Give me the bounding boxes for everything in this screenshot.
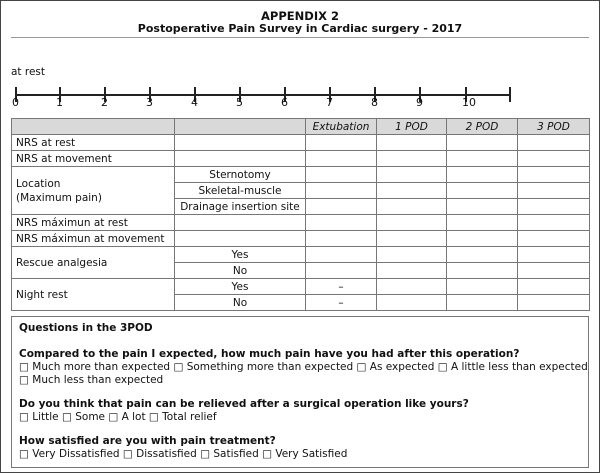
question-1: Compared to the pain I expected, how muc… [19,348,520,360]
table-row: Night rest Yes – [11,278,590,311]
row-label: NRS at movement [11,150,175,167]
question-1-options-cont: □ Much less than expected [19,374,164,386]
sub-label: Drainage insertion site [174,198,306,215]
scale-tick [419,87,421,102]
table-row: NRS at movement [11,150,590,167]
scale-tick [284,87,286,102]
scale-tick [329,87,331,102]
scale-tick [149,87,151,102]
questions-heading: Questions in the 3POD [19,322,153,334]
scale-tick [59,87,61,102]
table-row: NRS máximun at movement [11,230,590,247]
sub-label: Skeletal-muscle [174,182,306,199]
scale-tick-label: 2 [101,96,108,109]
pain-table: Extubation 1 POD 2 POD 3 POD NRS at rest… [11,118,590,311]
row-label: Night rest [11,278,175,311]
scale-tick [15,87,17,102]
scale-tick-label: 0 [12,96,19,109]
sub-label: Yes [174,278,306,295]
pain-scale-line [15,94,510,96]
question-3-options: □ Very Dissatisfied □ Dissatisfied □ Sat… [19,448,348,460]
scale-tick [509,87,511,102]
table-row: NRS at rest [11,134,590,151]
dash: – [305,278,377,295]
table-row: No – [12,294,590,311]
title-divider [11,37,589,38]
scale-tick-label: 7 [326,96,333,109]
row-label: NRS máximun at movement [11,230,175,247]
table-row: Skeletal-muscle [12,182,590,199]
column-header-3pod: 3 POD [517,118,590,135]
scale-tick-label: 10 [462,96,476,109]
row-label: NRS máximun at rest [11,214,175,231]
question-1-options: □ Much more than expected □ Something mo… [19,361,588,373]
column-header-2pod: 2 POD [446,118,518,135]
column-header-extubation: Extubation [305,118,377,135]
questions-box: Questions in the 3POD Compared to the pa… [11,316,589,468]
scale-tick-label: 1 [56,96,63,109]
row-label-location: Location (Maximum pain) [11,166,175,215]
scale-tick-label: 6 [281,96,288,109]
question-2: Do you think that pain can be relieved a… [19,398,469,410]
table-row: NRS máximun at rest [11,214,590,231]
sub-label: No [174,262,306,279]
table-header-row: Extubation 1 POD 2 POD 3 POD [11,118,590,135]
scale-tick-label: 4 [191,96,198,109]
column-header [174,118,306,135]
scale-tick [374,87,376,102]
scale-tick [104,87,106,102]
scale-tick [239,87,241,102]
sub-label: Sternotomy [174,166,306,183]
table-row: Location (Maximum pain) Sternotomy [11,166,590,215]
scale-label: at rest [11,66,46,78]
dash: – [305,294,377,311]
row-label: Rescue analgesia [11,246,175,279]
column-header-1pod: 1 POD [376,118,447,135]
appendix-title: APPENDIX 2 [261,9,339,23]
question-2-options: □ Little □ Some □ A lot □ Total relief [19,411,217,423]
table-row: Rescue analgesia Yes [11,246,590,279]
scale-tick-label: 8 [371,96,378,109]
sub-label: No [174,294,306,311]
scale-tick [465,87,467,102]
survey-title: Postoperative Pain Survey in Cardiac sur… [137,22,463,35]
scale-tick-label: 3 [146,96,153,109]
scale-tick-label: 5 [236,96,243,109]
location-label: Location [16,177,61,190]
column-header [11,118,175,135]
sub-label: Yes [174,246,306,263]
row-label: NRS at rest [11,134,175,151]
question-3: How satisfied are you with pain treatmen… [19,435,276,447]
location-sublabel: (Maximum pain) [16,191,102,204]
scale-tick-label: 9 [416,96,423,109]
scale-tick [194,87,196,102]
